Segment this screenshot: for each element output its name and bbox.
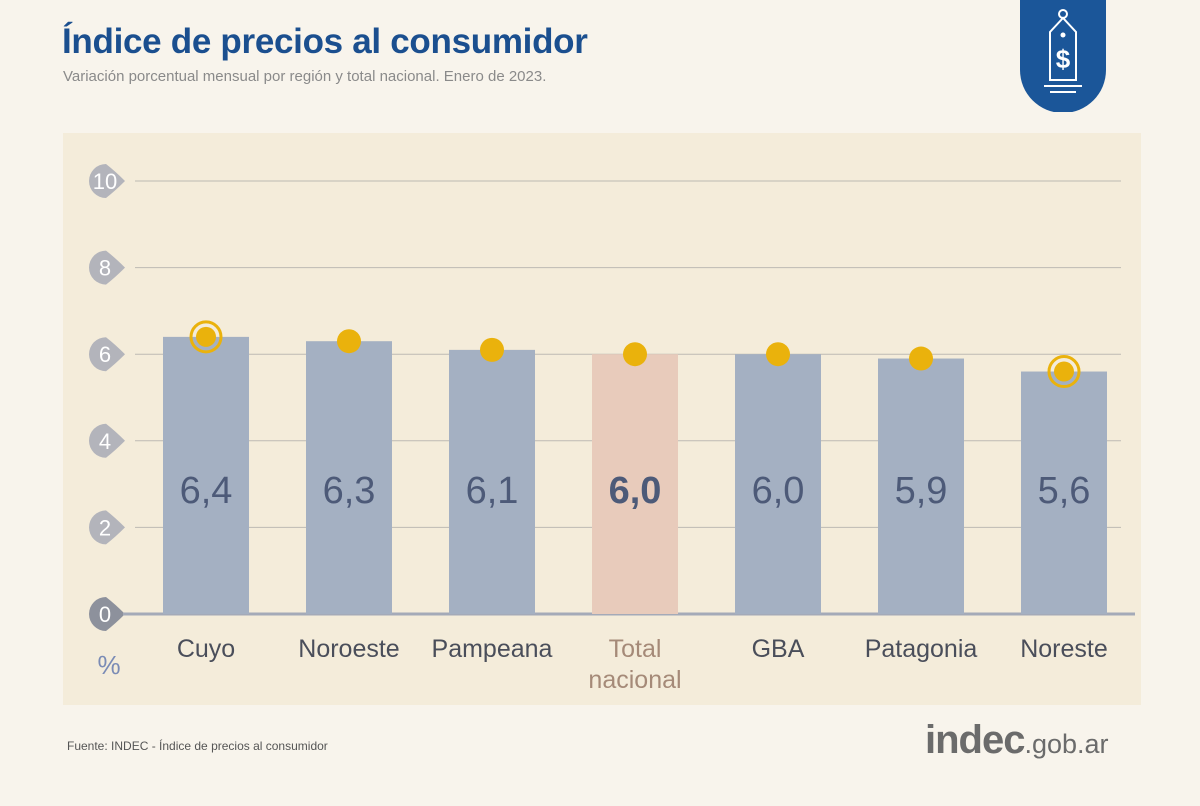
data-label: 6,3 [323, 470, 376, 512]
bar-noreste [1021, 371, 1107, 614]
bar-noroeste [306, 341, 392, 614]
x-tick-label: Patagonia [865, 635, 978, 663]
y-tick-label: 0 [99, 602, 111, 627]
bar-pampeana [449, 349, 535, 614]
dot-ring [1047, 355, 1081, 389]
y-tick-marker [89, 164, 125, 198]
y-tick-label: 2 [99, 515, 111, 540]
y-tick-label: 10 [93, 169, 117, 194]
x-tick-label: Pampeana [432, 635, 553, 663]
y-tick-marker [89, 597, 125, 631]
data-dot [1054, 361, 1074, 382]
data-dot [909, 346, 933, 371]
data-dot [623, 342, 647, 367]
logo-main: indec [925, 718, 1025, 762]
dot-ring [189, 320, 223, 354]
data-label: 5,6 [1038, 470, 1091, 512]
logo-domain: .gob.ar [1024, 729, 1109, 759]
y-tick-label: 6 [99, 342, 111, 367]
bar-gba [735, 354, 821, 614]
y-axis-unit: % [97, 650, 120, 680]
y-tick-label: 8 [99, 256, 111, 281]
data-dot [766, 342, 790, 367]
x-tick-label: nacional [588, 666, 681, 694]
page-subtitle: Variación porcentual mensual por región … [63, 68, 547, 85]
page-title: Índice de precios al consumidor [62, 22, 588, 61]
y-tick-marker [89, 337, 125, 372]
source-note: Fuente: INDEC - Índice de precios al con… [67, 739, 328, 753]
y-tick-marker [89, 423, 125, 458]
chart-panel: 0 2 4 6 8 10% 6,4 Cuyo 6,3 Noroeste 6,1 Pampeana 6,0… [63, 133, 1141, 705]
x-tick-label: Total [609, 635, 662, 663]
svg-text:$: $ [1056, 44, 1071, 74]
y-tick-marker [88, 250, 125, 285]
indec-logo[interactable]: indec.gob.ar [925, 718, 1109, 763]
x-tick-label: GBA [752, 635, 805, 663]
data-label: 6,1 [466, 470, 519, 512]
bar-total-nacional [592, 354, 678, 614]
chart: 0 2 4 6 8 10% 6,4 Cuyo 6,3 Noroeste 6,1 Pampeana 6,0… [88, 164, 1135, 694]
data-label: 6,4 [180, 470, 233, 512]
data-label: 6,0 [752, 470, 805, 512]
bar-cuyo [163, 336, 249, 614]
data-dot [337, 329, 361, 354]
x-tick-label: Cuyo [177, 635, 235, 663]
price-tag-dollar-icon: $ [1020, 0, 1106, 112]
bar-patagonia [878, 358, 964, 614]
y-tick-marker [89, 510, 125, 545]
data-label: 6,0 [609, 470, 662, 512]
y-tick-label: 4 [99, 429, 111, 454]
x-tick-label: Noroeste [298, 635, 399, 663]
data-dot [480, 337, 504, 362]
data-label: 5,9 [895, 470, 948, 512]
data-dot [196, 326, 216, 347]
x-tick-label: Noreste [1020, 635, 1108, 663]
